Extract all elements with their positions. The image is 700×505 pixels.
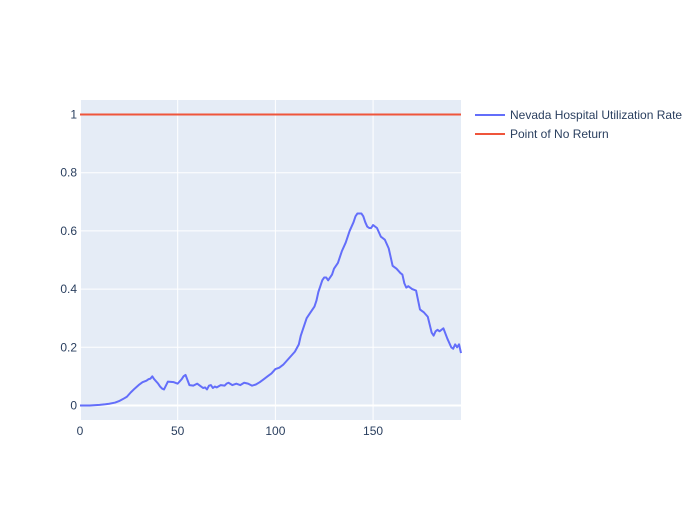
y-tick-label: 0.6 bbox=[60, 224, 77, 238]
series-line-1 bbox=[80, 212, 462, 407]
x-tick-label: 50 bbox=[171, 424, 185, 438]
legend-label: Nevada Hospital Utilization Rate bbox=[510, 108, 682, 122]
legend-item-1[interactable]: Nevada Hospital Utilization Rate bbox=[475, 108, 682, 122]
x-tick-label: 0 bbox=[77, 424, 84, 438]
series-layer bbox=[80, 113, 462, 407]
x-tick-label: 100 bbox=[265, 424, 285, 438]
y-tick-label: 0 bbox=[70, 398, 77, 412]
y-tick-label: 1 bbox=[70, 108, 77, 122]
legend-item-2[interactable]: Point of No Return bbox=[475, 127, 609, 141]
legend-label: Point of No Return bbox=[510, 127, 609, 141]
x-tick-label: 150 bbox=[363, 424, 383, 438]
y-tick-label: 0.2 bbox=[60, 340, 77, 354]
legend[interactable]: Nevada Hospital Utilization Rate Point of… bbox=[475, 108, 682, 141]
y-tick-label: 0.4 bbox=[60, 282, 77, 296]
plot-area bbox=[80, 100, 461, 420]
y-tick-label: 0.8 bbox=[60, 166, 77, 180]
axis-tick-labels: 0 50 100 150 0 0.2 0.4 0.6 0.8 1 bbox=[60, 108, 383, 438]
